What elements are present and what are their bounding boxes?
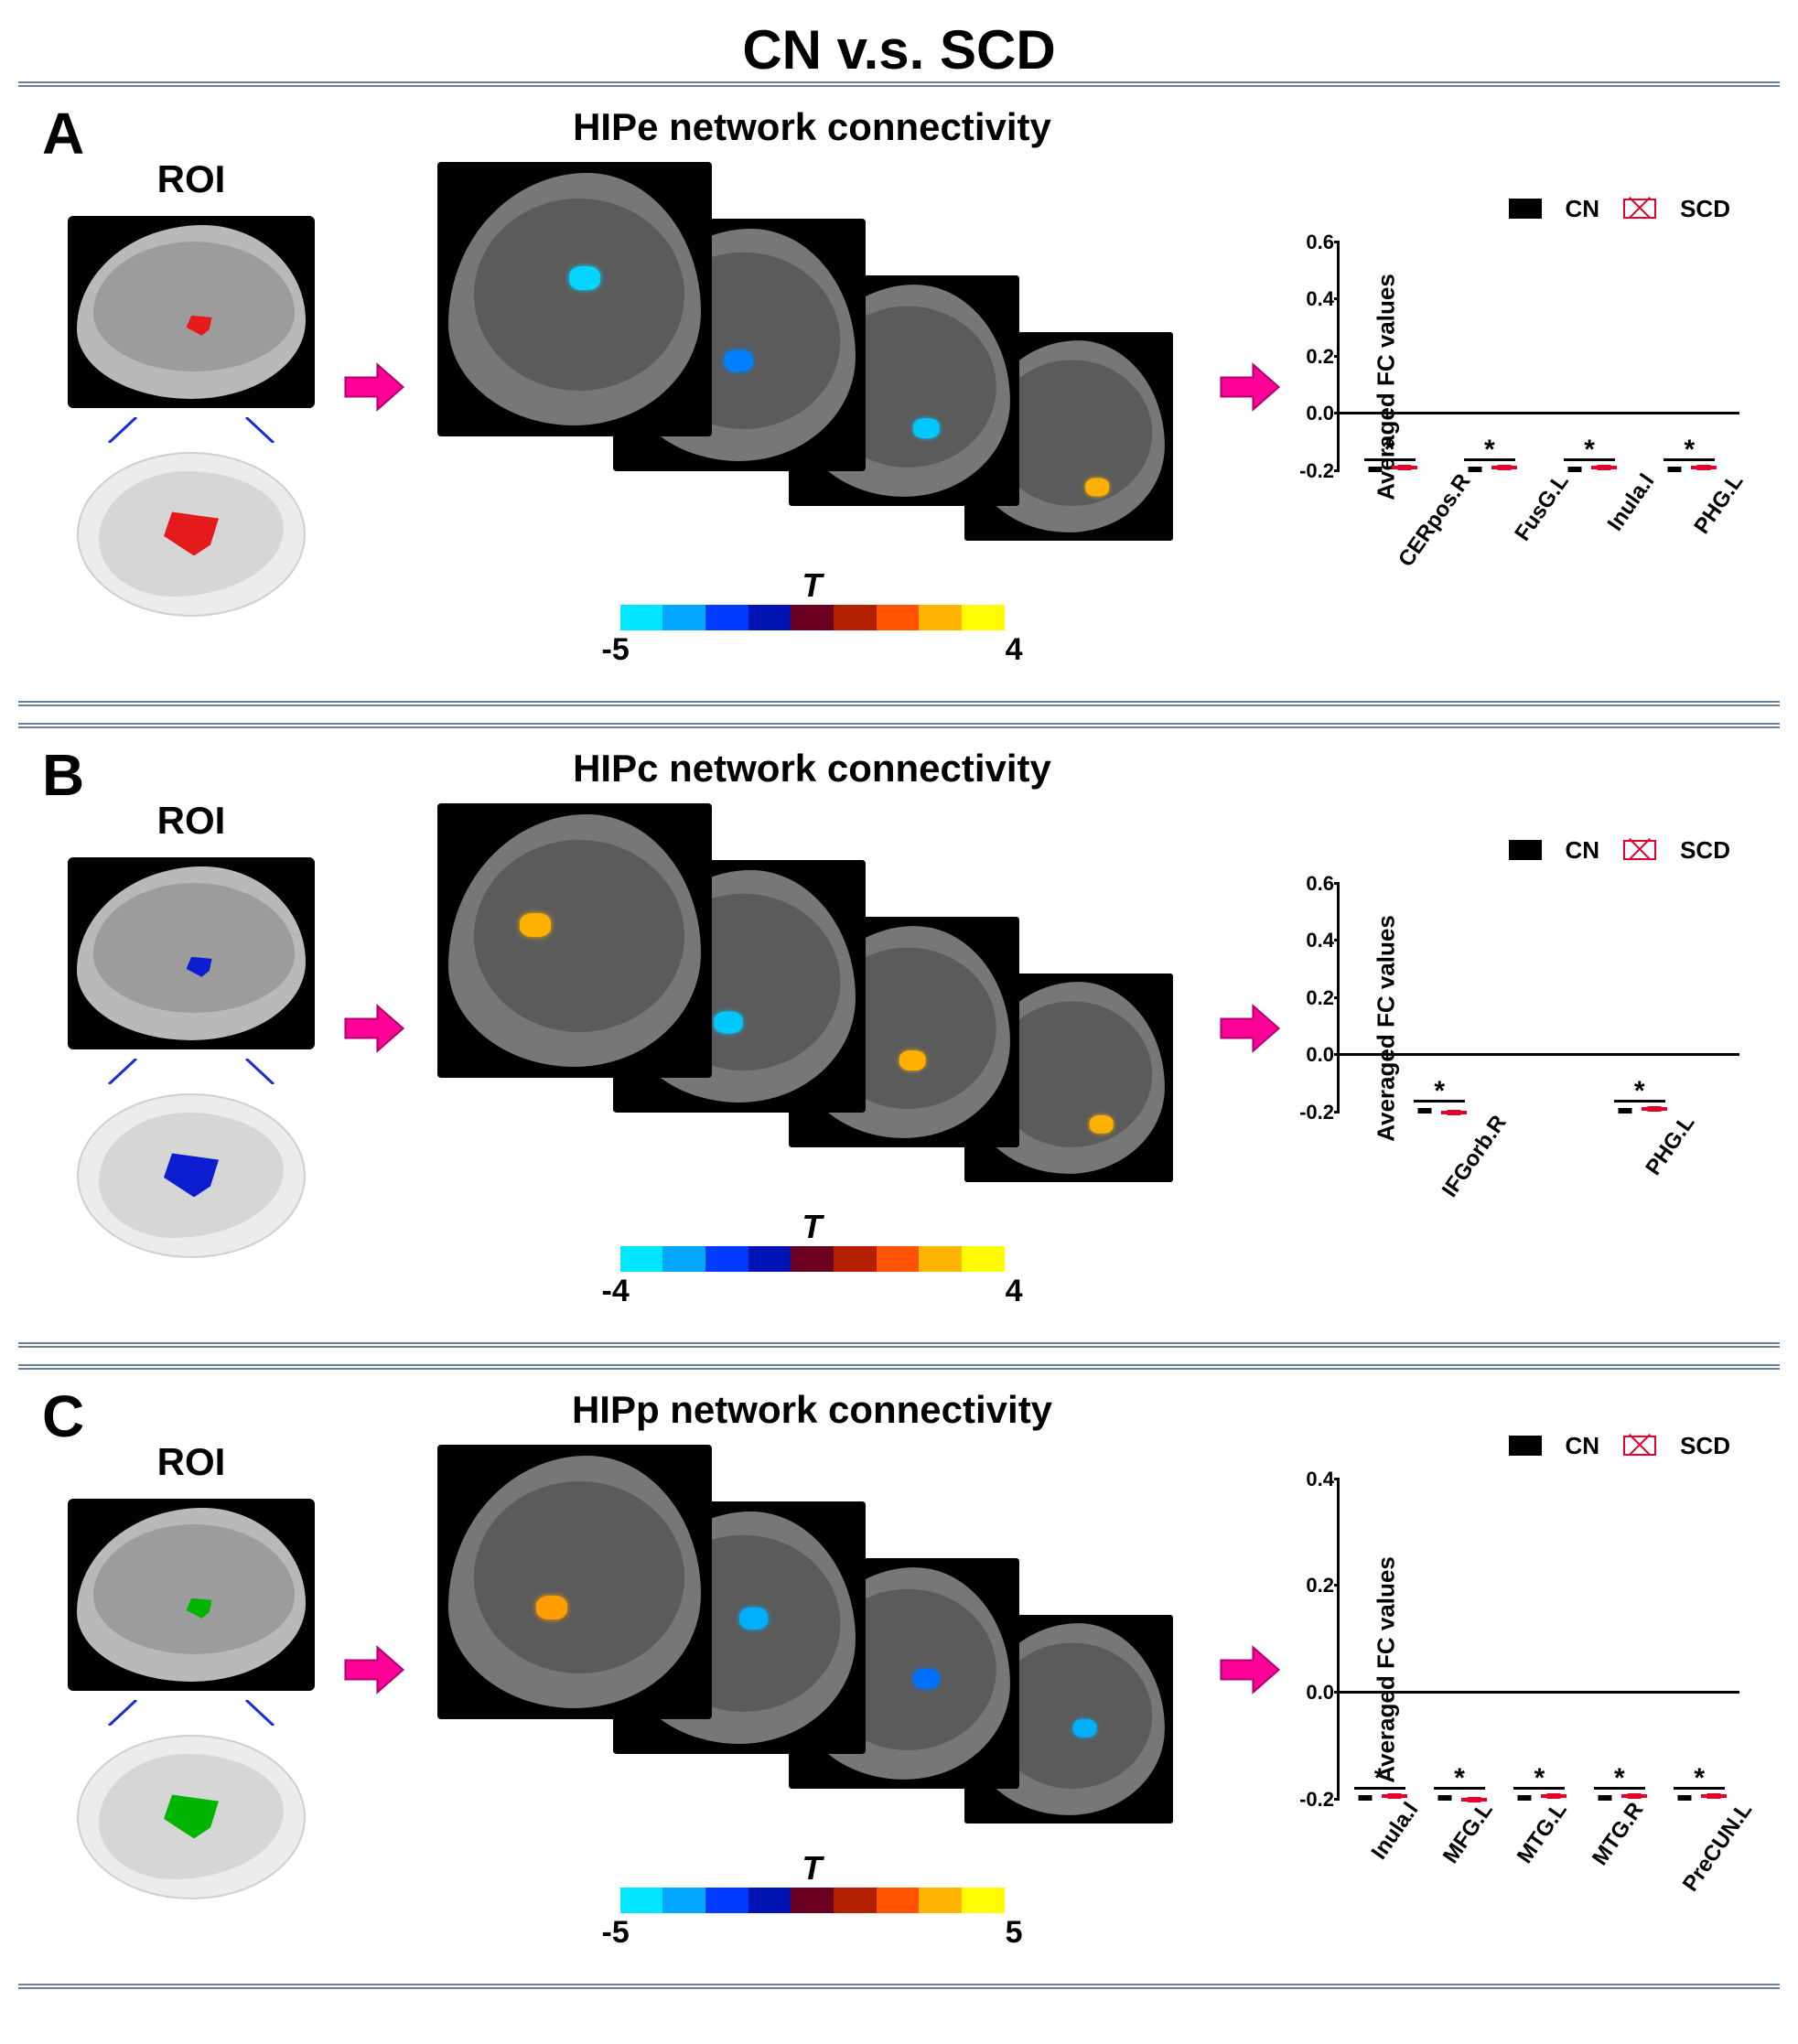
legend-label-cn: CN bbox=[1566, 1432, 1600, 1460]
roi-zoom bbox=[77, 452, 306, 617]
x-axis-label: PHG.L bbox=[1690, 469, 1798, 587]
arrow-icon bbox=[1218, 355, 1282, 419]
panel-C: C ROI HIPp network connectivity bbox=[18, 1364, 1780, 1989]
bar-chart: CN SCD Averaged FC values -0.20.00.20.40… bbox=[1282, 836, 1758, 1221]
main-title: CN v.s. SCD bbox=[18, 18, 1780, 81]
panel-A: A ROI HIPe network connectivity bbox=[18, 81, 1780, 706]
colorbar: T -5 5 bbox=[602, 1849, 1023, 1951]
legend-swatch-cn bbox=[1509, 1436, 1542, 1456]
t-max: 4 bbox=[1006, 632, 1023, 668]
roi-zoom-marker-icon bbox=[164, 1153, 219, 1197]
connectivity-column: HIPe network connectivity T -5 4 bbox=[406, 105, 1218, 668]
bar-chart: CN SCD Averaged FC values -0.20.00.20.4 … bbox=[1282, 1432, 1758, 1908]
arrow-icon bbox=[1218, 996, 1282, 1060]
colorbar-gradient bbox=[620, 1246, 1005, 1272]
legend-label-cn: CN bbox=[1566, 195, 1600, 223]
figure-root: CN v.s. SCD A ROI HIPe network connectiv… bbox=[0, 0, 1798, 2007]
colorbar-gradient bbox=[620, 605, 1005, 630]
t-label: T bbox=[802, 566, 823, 605]
colorbar: T -5 4 bbox=[602, 566, 1023, 668]
brain-slices bbox=[437, 803, 1188, 1188]
brain-slice bbox=[437, 162, 712, 436]
zoom-connector bbox=[72, 417, 310, 443]
x-axis-label: CERpos.R bbox=[1394, 469, 1545, 620]
connectivity-column: HIPc network connectivity T -4 4 bbox=[406, 747, 1218, 1309]
chart-legend: CN SCD bbox=[1282, 195, 1758, 223]
connectivity-column: HIPp network connectivity T -5 5 bbox=[406, 1388, 1218, 1951]
roi-label: ROI bbox=[157, 1440, 226, 1484]
plot-area: -0.20.00.20.40.6 * * bbox=[1337, 241, 1739, 469]
panel-letter: B bbox=[42, 741, 84, 809]
legend-swatch-scd bbox=[1623, 840, 1656, 860]
x-axis-label: PreCUN.L bbox=[1678, 1798, 1798, 1945]
plot-area: -0.20.00.20.40.6 * * bbox=[1337, 882, 1739, 1111]
colorbar-range: -5 4 bbox=[602, 632, 1023, 668]
t-max: 4 bbox=[1006, 1274, 1023, 1309]
x-axis: CERpos.RFusG.LInula.lPHG.L bbox=[1337, 469, 1739, 579]
arrow-icon bbox=[342, 1638, 406, 1702]
plot-area: -0.20.00.20.4 * * bbox=[1337, 1478, 1739, 1798]
arrow-icon bbox=[342, 996, 406, 1060]
legend-label-scd: SCD bbox=[1680, 195, 1730, 223]
panel-letter: C bbox=[42, 1382, 84, 1450]
legend-swatch-scd bbox=[1623, 1436, 1656, 1456]
colorbar-range: -4 4 bbox=[602, 1274, 1023, 1309]
t-label: T bbox=[802, 1849, 823, 1888]
t-min: -4 bbox=[602, 1274, 630, 1309]
brain-slices bbox=[437, 1445, 1188, 1829]
roi-zoom-marker-icon bbox=[164, 1794, 219, 1838]
roi-zoom bbox=[77, 1735, 306, 1899]
roi-zoom bbox=[77, 1093, 306, 1258]
panel-subtitle: HIPp network connectivity bbox=[572, 1388, 1052, 1432]
x-axis-label: PHG.L bbox=[1641, 1111, 1769, 1229]
panel-subtitle: HIPe network connectivity bbox=[573, 105, 1051, 149]
legend-swatch-scd bbox=[1623, 199, 1656, 219]
colorbar-gradient bbox=[620, 1888, 1005, 1913]
brain-slices bbox=[437, 162, 1188, 546]
roi-column: ROI bbox=[40, 799, 342, 1258]
roi-label: ROI bbox=[157, 157, 226, 201]
roi-brain bbox=[68, 1499, 315, 1691]
panel-subtitle: HIPc network connectivity bbox=[573, 747, 1051, 791]
panel-B: B ROI HIPc network connectivity bbox=[18, 723, 1780, 1348]
t-label: T bbox=[802, 1208, 823, 1246]
chart-legend: CN SCD bbox=[1282, 836, 1758, 865]
brain-slice bbox=[437, 1445, 712, 1719]
colorbar: T -4 4 bbox=[602, 1208, 1023, 1309]
legend-label-scd: SCD bbox=[1680, 836, 1730, 865]
t-max: 5 bbox=[1006, 1915, 1023, 1951]
arrow-icon bbox=[342, 355, 406, 419]
roi-label: ROI bbox=[157, 799, 226, 843]
x-axis: Inula.lMFG.LMTG.LMTG.RPreCUN.L bbox=[1337, 1798, 1739, 1908]
chart-legend: CN SCD bbox=[1282, 1432, 1758, 1460]
arrow-icon bbox=[1218, 1638, 1282, 1702]
zoom-connector bbox=[72, 1059, 310, 1084]
legend-swatch-cn bbox=[1509, 199, 1542, 219]
brain-slice bbox=[437, 803, 712, 1078]
roi-zoom-marker-icon bbox=[164, 511, 219, 555]
legend-label-scd: SCD bbox=[1680, 1432, 1730, 1460]
roi-column: ROI bbox=[40, 1440, 342, 1899]
zoom-connector bbox=[72, 1700, 310, 1726]
t-min: -5 bbox=[602, 632, 630, 668]
x-axis-label: IFGorb.R bbox=[1437, 1111, 1581, 1251]
bar-chart: CN SCD Averaged FC values -0.20.00.20.40… bbox=[1282, 195, 1758, 579]
legend-label-cn: CN bbox=[1566, 836, 1600, 865]
roi-brain bbox=[68, 216, 315, 408]
t-min: -5 bbox=[602, 1915, 630, 1951]
panel-letter: A bbox=[42, 100, 84, 167]
x-axis: IFGorb.RPHG.L bbox=[1337, 1111, 1739, 1221]
colorbar-range: -5 5 bbox=[602, 1915, 1023, 1951]
roi-column: ROI bbox=[40, 157, 342, 617]
legend-swatch-cn bbox=[1509, 840, 1542, 860]
roi-brain bbox=[68, 857, 315, 1049]
